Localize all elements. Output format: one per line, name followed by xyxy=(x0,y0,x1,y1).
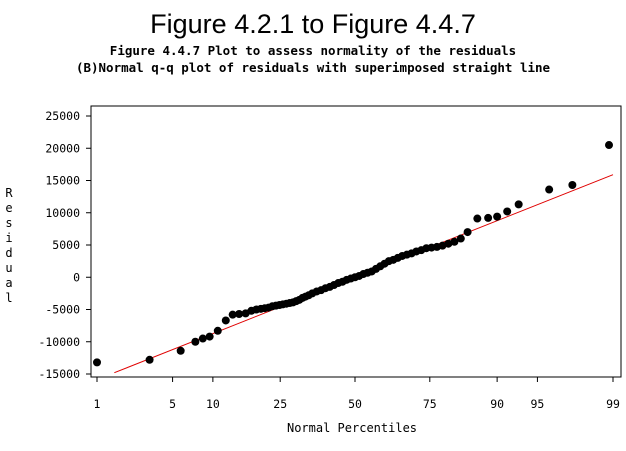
x-tick-label: 99 xyxy=(606,397,620,411)
data-point xyxy=(235,310,244,319)
data-point xyxy=(605,141,614,150)
y-tick-label: -5000 xyxy=(45,303,80,317)
data-point xyxy=(514,200,523,209)
data-point xyxy=(444,239,453,248)
data-point xyxy=(213,326,222,335)
plot-area-frame xyxy=(90,105,622,378)
chart-title: Figure 4.2.1 to Figure 4.4.7 xyxy=(150,9,476,39)
y-axis-title-letter: R xyxy=(5,186,13,200)
chart-subtitle-line-2: (B)Normal q-q plot of residuals with sup… xyxy=(76,60,551,75)
data-point xyxy=(176,346,185,355)
data-point xyxy=(463,228,472,237)
data-point xyxy=(205,332,214,341)
y-axis-title-letter: u xyxy=(5,261,12,275)
data-point xyxy=(145,355,154,364)
y-tick-label: -15000 xyxy=(38,367,80,381)
y-axis-title-letter: a xyxy=(5,276,12,290)
data-point xyxy=(503,207,512,216)
data-point xyxy=(484,213,493,222)
data-point xyxy=(191,337,200,346)
y-tick-label: -10000 xyxy=(38,335,80,349)
x-tick-label: 25 xyxy=(273,397,287,411)
y-axis-title-letter: s xyxy=(5,216,12,230)
x-tick-label: 95 xyxy=(530,397,544,411)
y-axis-title-letter: e xyxy=(5,201,12,215)
data-point xyxy=(545,185,554,194)
y-tick-label: 15000 xyxy=(45,174,80,188)
x-tick-label: 75 xyxy=(423,397,437,411)
chart-subtitle-line-1: Figure 4.4.7 Plot to assess normality of… xyxy=(110,43,516,58)
x-tick-label: 10 xyxy=(206,397,220,411)
y-tick-label: 5000 xyxy=(52,238,80,252)
data-points xyxy=(93,141,614,367)
data-point xyxy=(568,181,577,190)
y-axis-title-letter: i xyxy=(5,231,12,245)
x-axis: 1 5 10 25 50 75 90 95 99 xyxy=(94,377,620,411)
y-tick-label: 25000 xyxy=(45,109,80,123)
x-tick-label: 90 xyxy=(490,397,504,411)
data-point xyxy=(198,334,207,343)
y-axis-title-letter: l xyxy=(5,291,12,305)
x-axis-title: Normal Percentiles xyxy=(287,421,417,435)
x-tick-label: 1 xyxy=(94,397,101,411)
y-axis-title-letter: d xyxy=(5,246,12,260)
y-tick-label: 20000 xyxy=(45,141,80,155)
y-tick-label: 10000 xyxy=(45,206,80,220)
data-point xyxy=(473,214,482,223)
data-point xyxy=(493,212,502,221)
data-point xyxy=(228,310,237,319)
y-tick-label: 0 xyxy=(73,270,80,284)
x-tick-label: 5 xyxy=(169,397,176,411)
data-point xyxy=(450,237,459,246)
x-tick-label: 50 xyxy=(348,397,362,411)
data-point xyxy=(456,234,465,243)
data-point xyxy=(93,358,101,367)
data-point xyxy=(221,316,230,325)
y-axis: -15000 -10000 -5000 0 5000 10000 15000 20000 250… xyxy=(38,109,91,381)
